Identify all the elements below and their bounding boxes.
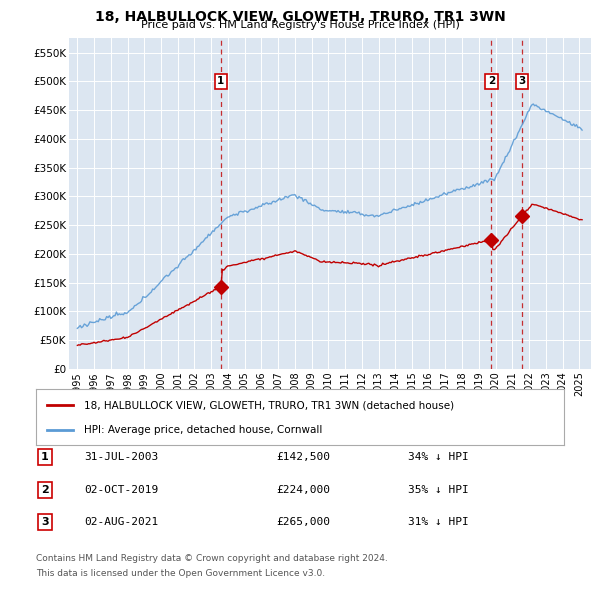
Text: Price paid vs. HM Land Registry's House Price Index (HPI): Price paid vs. HM Land Registry's House … (140, 20, 460, 30)
Text: 31-JUL-2003: 31-JUL-2003 (84, 453, 158, 462)
Text: HPI: Average price, detached house, Cornwall: HPI: Average price, detached house, Corn… (83, 425, 322, 435)
Text: 2: 2 (41, 485, 49, 494)
Text: £224,000: £224,000 (276, 485, 330, 494)
Text: £142,500: £142,500 (276, 453, 330, 462)
Text: This data is licensed under the Open Government Licence v3.0.: This data is licensed under the Open Gov… (36, 569, 325, 578)
Text: 18, HALBULLOCK VIEW, GLOWETH, TRURO, TR1 3WN (detached house): 18, HALBULLOCK VIEW, GLOWETH, TRURO, TR1… (83, 400, 454, 410)
Text: £265,000: £265,000 (276, 517, 330, 527)
Text: 02-OCT-2019: 02-OCT-2019 (84, 485, 158, 494)
Text: 18, HALBULLOCK VIEW, GLOWETH, TRURO, TR1 3WN: 18, HALBULLOCK VIEW, GLOWETH, TRURO, TR1… (95, 10, 505, 24)
Text: 1: 1 (41, 453, 49, 462)
Text: 3: 3 (41, 517, 49, 527)
Text: Contains HM Land Registry data © Crown copyright and database right 2024.: Contains HM Land Registry data © Crown c… (36, 555, 388, 563)
Text: 34% ↓ HPI: 34% ↓ HPI (408, 453, 469, 462)
Text: 3: 3 (518, 77, 526, 87)
Text: 31% ↓ HPI: 31% ↓ HPI (408, 517, 469, 527)
Text: 2: 2 (488, 77, 495, 87)
Text: 1: 1 (217, 77, 224, 87)
Text: 35% ↓ HPI: 35% ↓ HPI (408, 485, 469, 494)
Text: 02-AUG-2021: 02-AUG-2021 (84, 517, 158, 527)
